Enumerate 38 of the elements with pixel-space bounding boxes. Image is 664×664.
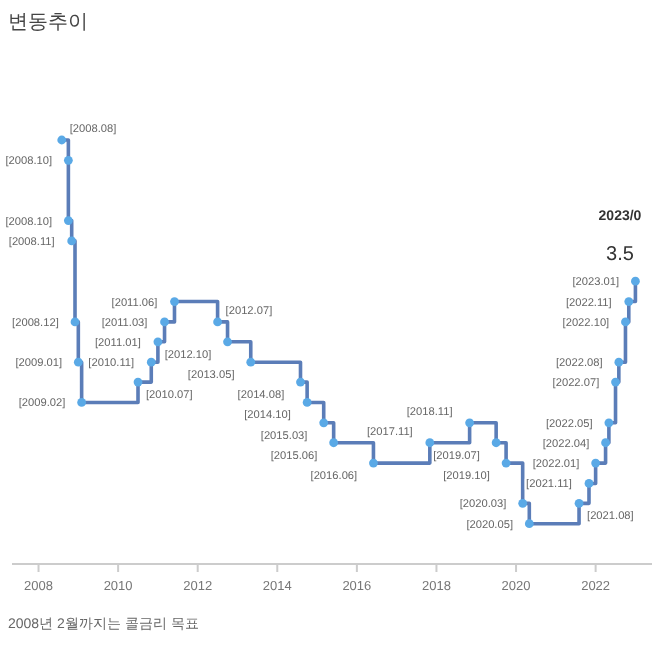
point [624, 297, 634, 306]
point [329, 438, 339, 448]
point [604, 418, 614, 428]
chart-title: 변동추이 [8, 12, 88, 34]
point [425, 438, 435, 448]
point [369, 458, 378, 468]
point [591, 458, 601, 468]
point [524, 519, 534, 529]
point [170, 297, 179, 306]
point [223, 337, 232, 347]
point [160, 317, 169, 327]
point [63, 216, 73, 225]
point [574, 498, 584, 508]
point [601, 438, 610, 448]
point [70, 317, 80, 327]
point [63, 155, 73, 165]
point [465, 418, 475, 428]
point [621, 317, 630, 327]
point [73, 357, 83, 367]
point [614, 357, 624, 367]
point [296, 377, 305, 387]
point [611, 377, 620, 387]
point [133, 377, 143, 387]
point [319, 418, 329, 428]
point [501, 458, 511, 468]
annotation: 3.5 [606, 244, 635, 266]
point [302, 398, 312, 407]
point [57, 135, 67, 145]
point [67, 236, 77, 246]
point [491, 438, 501, 448]
point [213, 317, 222, 327]
point [631, 276, 640, 286]
point [518, 498, 528, 508]
point [153, 337, 163, 347]
point [584, 479, 594, 488]
point [146, 357, 156, 367]
point [246, 357, 256, 367]
point [77, 398, 87, 407]
